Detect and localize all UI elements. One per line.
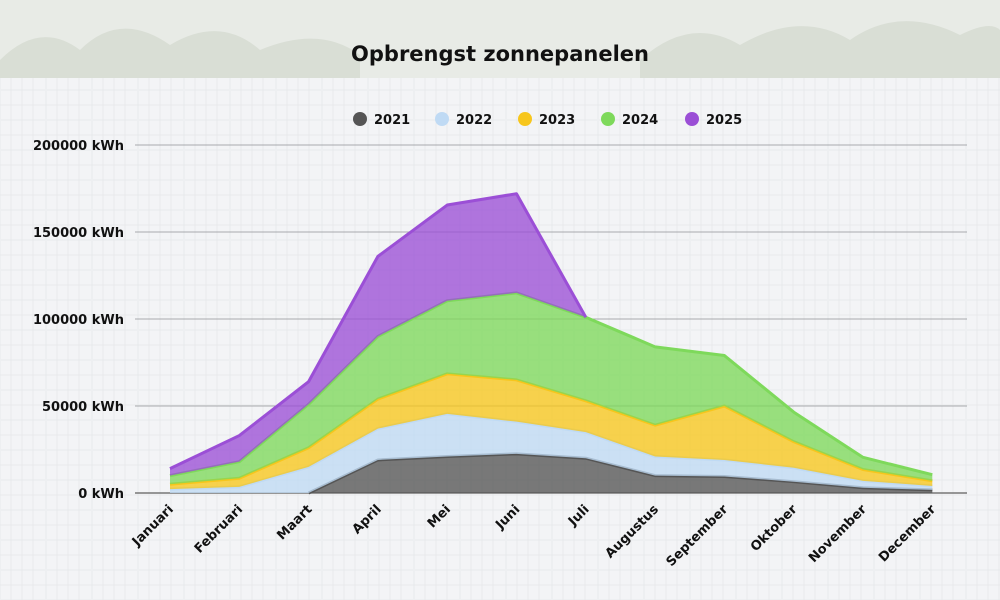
x-tick-label: Mei — [425, 502, 454, 531]
y-tick-label: 0 kWh — [78, 487, 124, 502]
y-tick-label: 150000 kWh — [33, 226, 124, 241]
area-series — [169, 192, 933, 495]
area-series-2021 — [308, 453, 933, 493]
legend-label-2025: 2025 — [706, 113, 742, 128]
legend-marker-2021 — [353, 112, 367, 126]
x-tick-label: Augustus — [603, 502, 662, 561]
y-axis-ticks: 0 kWh 50000 kWh 100000 kWh 150000 kWh 200000… — [33, 139, 124, 502]
x-tick-label: November — [806, 502, 870, 566]
legend-marker-2023 — [518, 112, 532, 126]
chart-title: Opbrengst zonnepanelen — [351, 42, 649, 66]
legend-label-2023: 2023 — [539, 113, 575, 128]
y-tick-label: 100000 kWh — [33, 313, 124, 328]
x-tick-label: Juli — [565, 502, 593, 530]
legend-marker-2022 — [435, 112, 449, 126]
x-tick-label: April — [350, 502, 385, 537]
x-axis-ticks: Januari Februari Maart April Mei Juni Juli Augu… — [129, 502, 940, 570]
area-series-2024 — [170, 292, 933, 485]
legend-label-2024: 2024 — [622, 113, 658, 128]
y-tick-label: 50000 kWh — [42, 400, 124, 415]
legend-marker-2024 — [601, 112, 615, 126]
legend-label-2021: 2021 — [374, 113, 410, 128]
x-tick-label: September — [664, 502, 732, 570]
legend-label-2022: 2022 — [456, 113, 492, 128]
x-tick-label: Januari — [129, 502, 177, 550]
x-tick-label: Oktober — [748, 502, 801, 555]
area-series-2022 — [170, 413, 933, 493]
legend-marker-2025 — [685, 112, 699, 126]
x-tick-label: December — [876, 502, 939, 565]
x-tick-label: Maart — [274, 502, 315, 543]
area-series-2023 — [170, 373, 933, 490]
x-tick-label: Juni — [492, 502, 523, 533]
series-line-2025 — [169, 192, 588, 470]
y-tick-label: 200000 kWh — [33, 139, 124, 154]
area-series-2025 — [170, 193, 586, 476]
x-tick-label: Februari — [192, 502, 246, 556]
legend: 2021 2022 2023 2024 2025 — [353, 112, 742, 128]
